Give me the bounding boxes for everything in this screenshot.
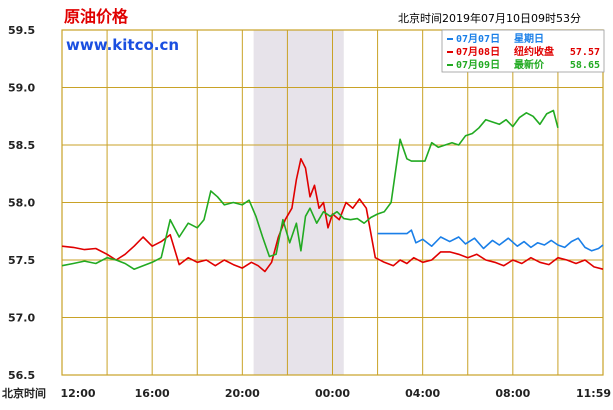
plot-frame [61,29,604,376]
x-tick-label: 00:00 [315,387,350,400]
grid-lines [61,29,604,376]
x-tick-label: 11:59 [576,387,611,400]
y-tick-label: 58.0 [8,197,35,210]
y-tick-label: 59.0 [8,82,35,95]
chart-title: 原油价格 [64,7,129,26]
legend: 07月07日 星期日 07月08日 纽约收盘 57.57 07月09日 最新价 58.65 [441,29,605,73]
y-tick-label: 59.5 [8,24,35,37]
y-tick-label: 57.0 [8,312,35,325]
x-tick-label: 08:00 [495,387,530,400]
x-axis-label: 北京时间 [2,386,46,400]
legend-label: 最新价 [514,58,545,71]
y-tick-label: 57.5 [8,254,35,267]
legend-box [441,29,605,73]
x-tick-label: 20:00 [225,387,260,400]
site-url[interactable]: www.kitco.cn [66,36,179,54]
legend-date: 07月09日 [456,59,500,71]
legend-value: 57.57 [570,47,600,58]
y-tick-label: 58.5 [8,139,35,152]
series-line-1 [377,229,604,252]
series-line-2 [61,158,604,273]
legend-value: 58.65 [570,60,600,71]
legend-date: 07月07日 [456,33,500,45]
axis-labels: 59.5 59.0 58.5 58.0 57.5 57.0 56.5 北京时间 12:00 16:… [2,24,611,400]
x-tick-label: 04:00 [405,387,440,400]
timestamp: 北京时间2019年07月10日09时53分 [398,11,581,25]
series-line-3 [61,109,559,271]
y-tick-label: 56.5 [8,369,35,382]
legend-label: 纽约收盘 [514,45,554,58]
legend-date: 07月08日 [456,46,500,58]
x-tick-label: 12:00 [60,387,95,400]
legend-label: 星期日 [514,32,544,45]
series-layer [61,109,604,273]
x-tick-label: 16:00 [135,387,170,400]
